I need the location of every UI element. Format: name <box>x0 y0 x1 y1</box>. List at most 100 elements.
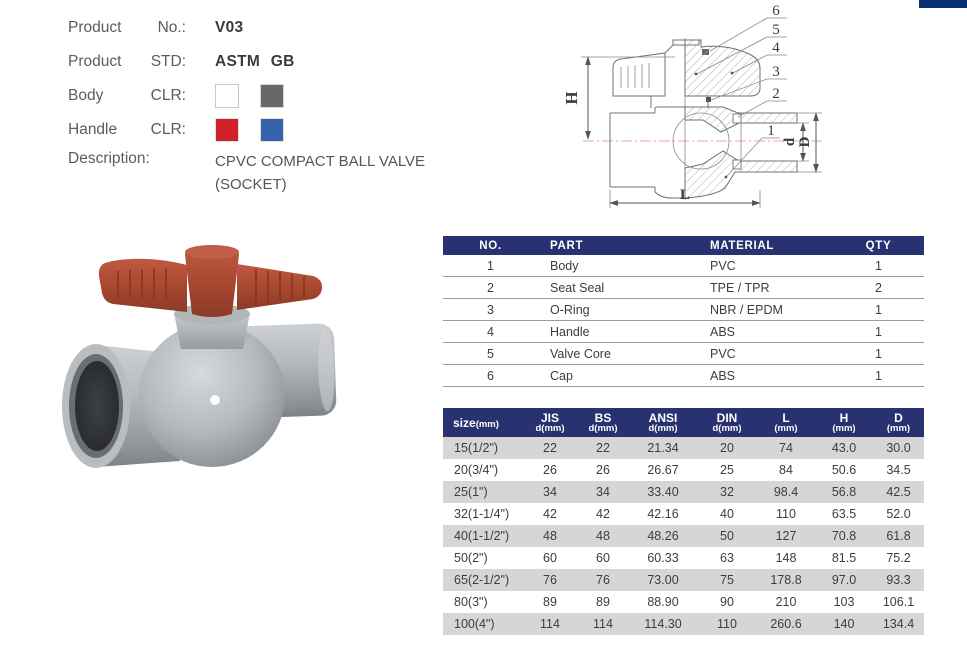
table-cell: 25 <box>720 463 734 477</box>
table-cell: 1 <box>443 255 538 277</box>
table-cell: 89 <box>543 595 557 609</box>
callout-1: 1 <box>724 123 780 179</box>
table-row: 100(4") 114 114 114.30 110 260.6 140 134.4 <box>443 613 924 635</box>
description-value: CPVC COMPACT BALL VALVE (SOCKET) <box>215 153 426 193</box>
table-cell: 50 <box>720 529 734 543</box>
parts-col-qty: QTY <box>833 236 924 255</box>
table-cell: 60.33 <box>647 551 679 565</box>
product-no-value: V03 <box>215 19 244 36</box>
table-cell: 33.40 <box>647 485 679 499</box>
table-cell: 25(1") <box>454 485 488 499</box>
table-row: 15(1/2") 22 22 21.34 20 74 43.0 30.0 <box>443 437 924 459</box>
table-row: 4 Handle ABS 1 <box>443 320 924 343</box>
table-cell: 15(1/2") <box>454 441 499 455</box>
handle-color-row: Handle CLR: <box>68 113 428 147</box>
table-cell: 178.8 <box>770 573 802 587</box>
table-row: 40(1-1/2") 48 48 48.26 50 127 70.8 61.8 <box>443 525 924 547</box>
table-cell: 50.6 <box>831 463 857 477</box>
svg-text:3: 3 <box>772 64 780 80</box>
parts-col-part: PART <box>538 236 698 255</box>
svg-text:1: 1 <box>767 123 775 139</box>
table-cell: 26 <box>543 463 557 477</box>
dim-h-label: H <box>563 91 581 104</box>
handle-hub-top <box>185 245 239 259</box>
table-cell: 32 <box>720 485 734 499</box>
size-col-h: H (mm) <box>815 408 873 437</box>
table-cell: Body <box>538 255 698 277</box>
table-cell: 56.8 <box>831 485 857 499</box>
dimension-d: d <box>782 122 809 162</box>
svg-text:6: 6 <box>772 3 780 19</box>
table-cell: ABS <box>698 364 833 387</box>
handle-swatch-blue <box>260 118 284 142</box>
handle-clr-label: Handle CLR: <box>68 121 186 138</box>
size-table: size(mm) JIS d(mm) BS d(mm) ANSI d(mm) DIN d… <box>443 408 924 635</box>
svg-text:5: 5 <box>772 22 780 38</box>
table-cell: PVC <box>698 255 833 277</box>
table-cell: 20 <box>720 441 734 455</box>
table-cell: 60 <box>543 551 557 565</box>
table-cell: 2 <box>443 276 538 299</box>
handle-left-wing <box>98 258 187 312</box>
technical-drawing: H L d D 6 5 <box>563 3 825 208</box>
callout-3: 3 <box>710 64 787 101</box>
dim-l-label: L <box>680 187 690 203</box>
table-cell: 5 <box>443 342 538 365</box>
table-cell: 43.0 <box>831 441 857 455</box>
table-cell: 63 <box>720 551 734 565</box>
table-cell: 30.0 <box>886 441 911 455</box>
table-cell: 48 <box>596 529 610 543</box>
table-cell: 134.4 <box>882 617 915 631</box>
table-cell: 34 <box>543 485 557 499</box>
table-cell: 114 <box>593 617 613 631</box>
table-cell: 40 <box>720 507 734 521</box>
table-cell: 106.1 <box>882 595 915 609</box>
table-cell: 1 <box>833 255 924 277</box>
table-cell: 98.4 <box>773 485 799 499</box>
dimension-outer-d: D <box>797 112 822 173</box>
product-no-row: Product No.: V03 <box>68 11 428 45</box>
table-cell: 1 <box>833 320 924 343</box>
table-cell: 1 <box>833 298 924 321</box>
table-row: 50(2") 60 60 60.33 63 148 81.5 75.2 <box>443 547 924 569</box>
body-swatch-white <box>215 84 239 108</box>
table-cell: 63.5 <box>831 507 857 521</box>
dimension-h: H <box>563 56 675 140</box>
table-cell: PVC <box>698 342 833 365</box>
table-cell: 48.26 <box>647 529 679 543</box>
table-cell: 26.67 <box>647 463 679 477</box>
table-cell: Valve Core <box>538 342 698 365</box>
ball-arc <box>672 112 730 170</box>
table-cell: Seat Seal <box>538 276 698 299</box>
dim-d-label: d <box>782 137 798 146</box>
table-cell: 81.5 <box>831 551 857 565</box>
table-cell: 114.30 <box>644 617 682 631</box>
table-cell: 42 <box>596 507 610 521</box>
table-cell: 2 <box>833 276 924 299</box>
size-col-ansi: ANSI d(mm) <box>629 408 697 437</box>
table-cell: 103 <box>833 595 855 609</box>
parts-table-header-row: NO. PART MATERIAL QTY <box>443 236 924 255</box>
callout-2: 2 <box>737 86 787 118</box>
seat-seal-top <box>732 113 742 124</box>
table-cell: 74 <box>779 441 793 455</box>
table-cell: 21.34 <box>647 441 679 455</box>
size-col-l: L (mm) <box>757 408 815 437</box>
table-cell: NBR / EPDM <box>698 298 833 321</box>
table-cell: 260.6 <box>770 617 802 631</box>
dimension-l: L <box>609 187 761 208</box>
valve-handle <box>98 245 322 317</box>
valve-body-sphere <box>139 323 285 467</box>
table-row: 20(3/4") 26 26 26.67 25 84 50.6 34.5 <box>443 459 924 481</box>
table-cell: 140 <box>833 617 855 631</box>
table-cell: 73.00 <box>647 573 679 587</box>
table-cell: 100(4") <box>454 617 495 631</box>
table-cell: 52.0 <box>886 507 911 521</box>
table-cell: ABS <box>698 320 833 343</box>
table-cell: Handle <box>538 320 698 343</box>
table-cell: 88.90 <box>647 595 679 609</box>
size-col-jis: JIS d(mm) <box>523 408 577 437</box>
table-cell: 1 <box>833 364 924 387</box>
corner-accent-bar <box>919 0 967 8</box>
table-cell: Cap <box>538 364 698 387</box>
